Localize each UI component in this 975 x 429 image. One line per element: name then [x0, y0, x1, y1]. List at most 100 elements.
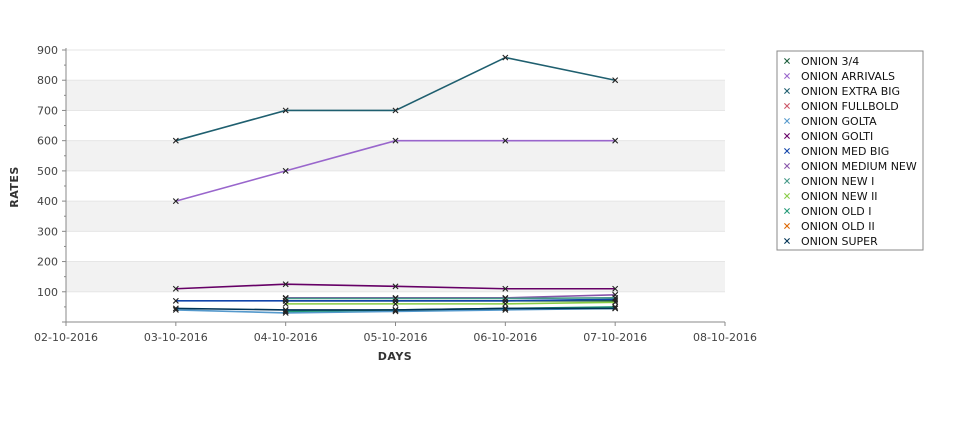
- data-point: [172, 297, 179, 304]
- legend-item: ONION OLD II: [784, 220, 875, 233]
- x-tick-label: 07-10-2016: [583, 331, 647, 344]
- legend-item: ONION MEDIUM NEW: [784, 160, 917, 173]
- grid-band: [66, 201, 725, 232]
- legend-frame: [776, 50, 924, 251]
- data-point: [392, 107, 399, 114]
- grid-bands: [66, 49, 725, 322]
- data-point: [172, 137, 179, 144]
- data-point: [282, 281, 289, 288]
- x-tick-label: 02-10-2016: [34, 331, 98, 344]
- legend-marker: [784, 133, 790, 139]
- legend-marker: [784, 73, 790, 79]
- data-point: [392, 295, 399, 302]
- legend-item: ONION SUPER: [784, 235, 878, 248]
- x-tick-label: 08-10-2016: [693, 331, 757, 344]
- y-tick-label: 900: [37, 44, 58, 57]
- legend-label: ONION NEW I: [801, 175, 874, 188]
- legend-item: ONION FULLBOLD: [784, 100, 899, 113]
- legend: ONION 3/4 ONION ARRIVALS ONION EXTRA BIG ON…: [776, 50, 924, 251]
- data-point: [392, 137, 399, 144]
- y-tick-label: 300: [37, 225, 58, 238]
- data-point: [502, 300, 509, 307]
- legend-item: ONION 3/4: [784, 55, 859, 68]
- data-point: [502, 285, 509, 292]
- data-point: [612, 294, 619, 301]
- grid-band: [66, 261, 725, 292]
- legend-item: ONION GOLTA: [784, 115, 877, 128]
- data-point: [612, 299, 619, 306]
- y-axis: 100 200 300 400 500 600 700 800 900: [37, 44, 67, 323]
- series-12: [172, 305, 619, 313]
- legend-label: ONION GOLTA: [801, 115, 877, 128]
- data-point: [392, 283, 399, 290]
- series-line: [285, 301, 616, 305]
- data-point: [392, 300, 399, 307]
- data-point: [172, 198, 179, 205]
- legend-marker: [784, 178, 790, 184]
- data-point: [172, 285, 179, 292]
- y-tick-label: 500: [37, 165, 58, 178]
- data-point: [172, 305, 179, 312]
- data-point: [282, 306, 289, 313]
- x-tick-label: 06-10-2016: [473, 331, 537, 344]
- legend-label: ONION MED BIG: [801, 145, 889, 158]
- y-axis-label: RATES: [8, 166, 21, 208]
- data-point: [282, 107, 289, 114]
- legend-label: ONION 3/4: [801, 55, 859, 68]
- series-line: [285, 297, 616, 300]
- legend-marker: [784, 103, 790, 109]
- x-tick-label: 03-10-2016: [144, 331, 208, 344]
- legend-item: ONION NEW II: [784, 190, 878, 203]
- series-1: [172, 137, 619, 205]
- legend-label: ONION GOLTI: [801, 130, 873, 143]
- legend-label: ONION SUPER: [801, 235, 878, 248]
- legend-label: ONION NEW II: [801, 190, 878, 203]
- legend-marker: [784, 148, 790, 154]
- data-point: [282, 300, 289, 307]
- legend-marker: [784, 88, 790, 94]
- data-point: [282, 167, 289, 174]
- legend-label: ONION FULLBOLD: [801, 100, 899, 113]
- x-axis-label: DAYS: [378, 350, 412, 363]
- data-point: [392, 306, 399, 313]
- series-layer: [172, 54, 619, 316]
- legend-marker: [784, 208, 790, 214]
- y-tick-label: 200: [37, 256, 58, 269]
- legend-marker: [784, 223, 790, 229]
- legend-label: ONION OLD II: [801, 220, 875, 233]
- legend-marker: [784, 193, 790, 199]
- y-tick-label: 400: [37, 195, 58, 208]
- legend-label: ONION MEDIUM NEW: [801, 160, 917, 173]
- data-point: [612, 77, 619, 84]
- legend-marker: [784, 58, 790, 64]
- y-tick-label: 700: [37, 104, 58, 117]
- y-tick-label: 100: [37, 286, 58, 299]
- legend-marker: [784, 163, 790, 169]
- legend-item: ONION ARRIVALS: [784, 70, 895, 83]
- series-2: [172, 54, 619, 144]
- data-point: [502, 54, 509, 61]
- data-point: [612, 137, 619, 144]
- legend-item: ONION GOLTI: [784, 130, 873, 143]
- series-5: [172, 281, 619, 292]
- data-point: [612, 285, 619, 292]
- series-9: [282, 299, 619, 307]
- data-point: [282, 295, 289, 302]
- legend-item: ONION OLD I: [784, 205, 872, 218]
- legend-item: ONION EXTRA BIG: [784, 85, 900, 98]
- legend-marker: [784, 118, 790, 124]
- grid-band: [66, 80, 725, 111]
- x-axis: 02-10-2016 03-10-2016 04-10-2016 05-10-2016…: [34, 321, 757, 344]
- data-point: [502, 305, 509, 312]
- series-8: [282, 294, 619, 302]
- x-tick-label: 04-10-2016: [254, 331, 318, 344]
- y-tick-label: 600: [37, 135, 58, 148]
- legend-label: ONION OLD I: [801, 205, 872, 218]
- y-tick-label: 800: [37, 74, 58, 87]
- legend-label: ONION EXTRA BIG: [801, 85, 900, 98]
- data-point: [612, 305, 619, 312]
- legend-item: ONION NEW I: [784, 175, 874, 188]
- x-tick-label: 05-10-2016: [364, 331, 428, 344]
- legend-label: ONION ARRIVALS: [801, 70, 895, 83]
